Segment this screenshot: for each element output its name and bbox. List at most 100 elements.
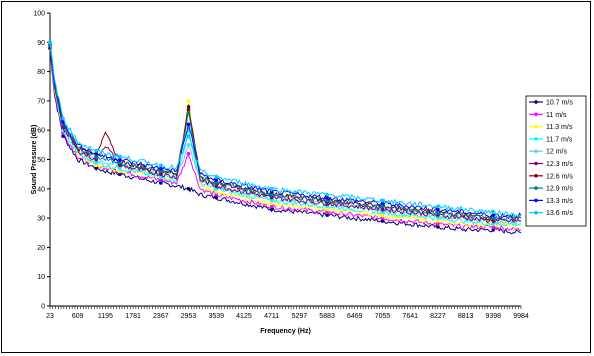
x-tick-label: 4125 [236,313,252,320]
y-axis-title: Sound Pressure (dB) [31,125,38,195]
series-point [491,225,496,229]
legend-swatch-marker [534,149,538,153]
x-tick-label: 9984 [513,313,529,320]
series-point [186,151,191,156]
x-tick-label: 23 [46,313,54,320]
series-point [186,99,191,103]
series-line [49,45,522,222]
x-tick-label: 5297 [292,313,308,320]
series-point [269,204,274,209]
series-point [94,151,98,156]
series-point [380,198,385,203]
legend: 10.7 m/s 11 m/s 11.3 m/s 11.7 m/s 12 m/s 12.3… [525,95,587,227]
series-line [49,47,522,221]
series-point [436,204,440,209]
series-point [118,166,122,171]
series-point [186,122,191,127]
series-point [186,134,191,138]
series-line [49,41,522,218]
series-point [118,154,122,159]
series-line [49,43,522,218]
legend-box [525,95,587,227]
series-point [325,207,329,212]
series-point [380,204,385,209]
series-point [48,40,52,45]
series-point [491,228,496,232]
legend-label: 10.7 m/s [546,100,573,107]
series-point [269,198,274,203]
legend-label: 12 m/s [546,149,568,156]
series-point [325,198,329,203]
legend-label: 12.9 m/s [546,186,573,193]
series-point [94,157,98,162]
y-tick-label: 30 [37,216,45,223]
series-point [491,213,496,217]
x-tick-label: 7641 [402,313,418,320]
y-tick-label: 60 [37,128,45,135]
series-line [49,42,522,225]
x-axis: 23 609 1195 1781 2367 2953 3539 4125 4711 5297 588… [46,305,529,320]
legend-label: 13.3 m/s [546,198,573,205]
series-point [214,178,219,182]
legend-swatch-marker [534,210,538,215]
series-point [214,181,219,185]
series-point [269,201,274,206]
series-point [380,201,385,206]
series-point [269,187,274,191]
y-tick-label: 0 [41,304,45,311]
x-axis-title: Frequency (Hz) [260,328,311,335]
series-point [214,175,219,179]
series-point [94,154,98,159]
series-point [269,207,274,212]
series-point [214,195,219,200]
series-point [436,213,440,217]
series-point [325,210,329,215]
legend-swatch-marker [534,186,538,190]
y-tick-label: 20 [37,245,45,252]
legend-label: 12.3 m/s [546,161,573,168]
series-point [325,195,329,200]
legend-swatch-marker [534,174,538,178]
series-point [159,181,163,185]
series-point [491,222,496,226]
legend-label: 12.6 m/s [546,173,573,180]
x-tick-label: 1195 [98,313,113,320]
legend-swatch-marker [534,198,538,203]
y-tick-label: 10 [37,274,45,281]
series-point [380,207,385,212]
legend-swatch-marker [534,100,538,104]
series-point [380,213,385,217]
series-point [325,213,329,217]
series-point [436,219,440,223]
legend-label: 13.6 m/s [546,210,573,217]
series-line [49,43,521,224]
series-point [159,178,163,182]
x-tick-label: 2367 [153,313,169,320]
series-point [491,219,496,223]
legend-swatch-marker [534,124,538,129]
x-tick-label: 6469 [347,313,363,320]
series-point [118,172,122,176]
x-tick-label: 2953 [181,313,197,320]
y-tick-label: 90 [37,40,45,47]
series-line [49,48,522,235]
series-point [94,166,98,171]
series-point [186,104,191,109]
legend-swatch-marker [534,161,538,166]
series-point [61,134,65,138]
series-point [491,210,496,215]
x-tick-label: 1781 [125,313,141,320]
legend-label: 11.7 m/s [546,136,573,143]
series-point [436,225,440,229]
y-tick-label: 70 [37,98,45,105]
y-tick-label: 50 [37,157,45,164]
series-point [269,195,274,200]
series-point [214,189,219,194]
y-tick-label: 40 [37,186,45,193]
y-tick-label: 80 [37,69,45,76]
series-point [269,192,274,197]
series-point [186,110,191,115]
series-point [436,207,440,212]
x-tick-label: 8813 [458,313,474,320]
